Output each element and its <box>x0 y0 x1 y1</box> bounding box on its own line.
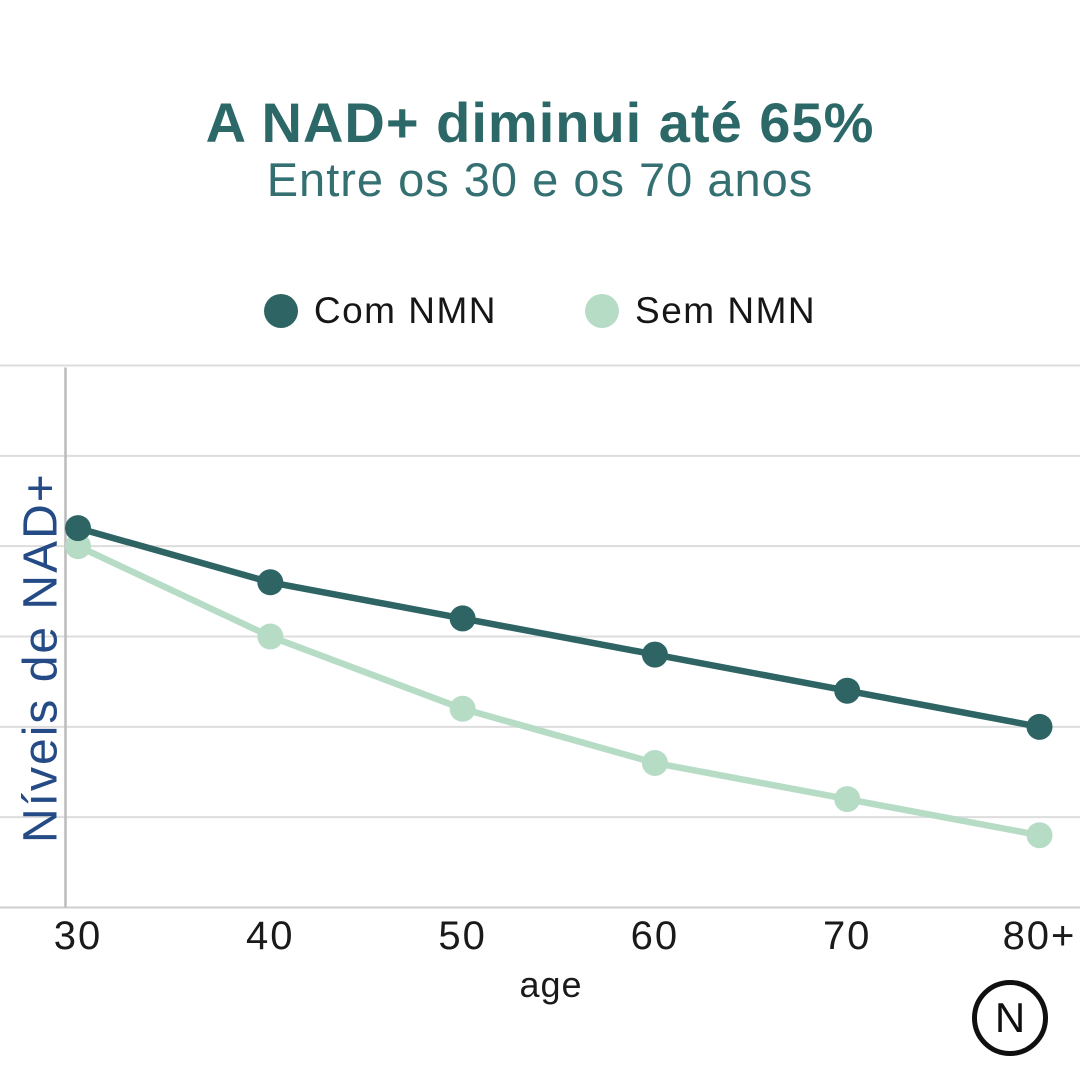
x-tick-label: 30 <box>54 914 103 958</box>
data-point <box>449 605 476 632</box>
data-point <box>641 641 668 668</box>
data-point <box>1026 822 1053 849</box>
x-tick-label: 70 <box>823 914 872 958</box>
series-line-0 <box>77 524 1041 731</box>
x-tick-label: 60 <box>631 914 680 958</box>
data-point <box>449 695 476 722</box>
chart-legend: Com NMN Sem NMN <box>0 290 1080 332</box>
data-point <box>834 786 861 813</box>
x-tick-label: 50 <box>438 914 487 958</box>
page-title: A NAD+ diminui até 65% <box>205 91 875 154</box>
data-point <box>834 677 861 704</box>
legend-dot-com-nmn-icon <box>263 294 298 328</box>
series-line-1 <box>76 543 1041 839</box>
legend-item-com-nmn: Com NMN <box>263 290 498 332</box>
page-subtitle: Entre os 30 e os 70 anos <box>266 153 814 206</box>
x-axis-label: age <box>519 964 582 1005</box>
brand-logo: N <box>972 980 1048 1056</box>
data-point <box>257 569 284 596</box>
data-point <box>65 533 91 560</box>
y-axis-label: Níveis de NAD+ <box>14 472 68 844</box>
legend-label-com-nmn: Com NMN <box>313 290 498 331</box>
legend-label-sem-nmn: Sem NMN <box>635 290 817 331</box>
data-point <box>641 749 668 776</box>
data-point <box>65 515 91 542</box>
x-tick-label: 80+ <box>1003 914 1077 958</box>
x-tick-label: 40 <box>246 914 295 958</box>
legend-dot-sem-nmn-icon <box>585 294 620 328</box>
data-point <box>257 623 284 650</box>
legend-item-sem-nmn: Sem NMN <box>585 290 816 332</box>
line-chart: 30 40 50 60 70 80+ age <box>0 364 1080 1005</box>
data-point <box>1026 713 1053 740</box>
brand-logo-letter: N <box>994 994 1026 1041</box>
